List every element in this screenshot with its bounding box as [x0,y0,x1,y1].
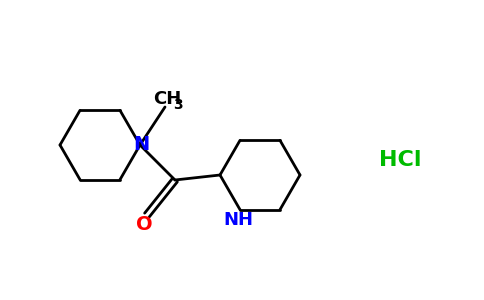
Text: CH: CH [153,90,181,108]
Text: HCl: HCl [379,150,421,170]
Text: 3: 3 [173,98,183,112]
Text: O: O [136,215,152,235]
Text: NH: NH [223,211,253,229]
Text: N: N [133,136,149,154]
